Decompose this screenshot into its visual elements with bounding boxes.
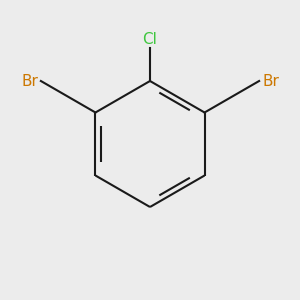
- Text: Br: Br: [21, 74, 38, 88]
- Text: Cl: Cl: [142, 32, 158, 46]
- Text: Br: Br: [262, 74, 279, 88]
